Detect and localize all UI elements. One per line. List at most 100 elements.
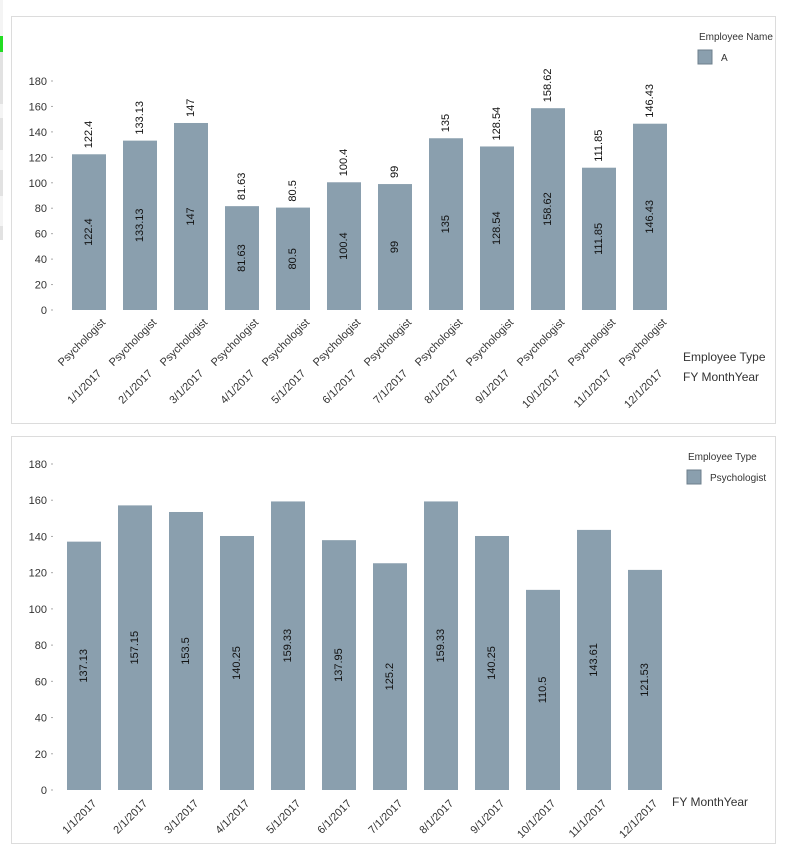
- x-axis-title: Employee Type: [683, 350, 766, 364]
- bar-value-label-inside: 159.33: [435, 629, 447, 663]
- bar-value-label-top: 133.13: [134, 101, 146, 135]
- bar-value-label-inside: 99: [389, 241, 401, 253]
- bar-value-label-inside: 133.13: [134, 208, 146, 242]
- x-category-label: 8/1/2017: [417, 798, 456, 837]
- x-category-label: 7/1/2017: [371, 368, 410, 407]
- y-tick-label: 160: [29, 495, 47, 507]
- bar-value-label-inside: 121.53: [639, 663, 651, 697]
- bar: [582, 167, 616, 310]
- bar-value-label-top: 81.63: [236, 173, 248, 201]
- x-subcategory-label: Psychologist: [515, 317, 567, 369]
- bar-value-label-inside: 137.95: [333, 648, 345, 682]
- y-tick-label: 100: [29, 604, 47, 616]
- x-subcategory-label: Psychologist: [260, 317, 312, 369]
- bar-value-label-inside: 140.25: [486, 646, 498, 680]
- bar-value-label-inside: 157.15: [129, 631, 141, 665]
- bar-value-label-inside: 158.62: [542, 192, 554, 226]
- bar: [633, 123, 667, 310]
- chart-panel-top[interactable]: 0 20 40 60 80 100 120 140 160 180 122.4 122.4 Psycho…: [11, 16, 776, 424]
- bar-value-label-inside: 135: [440, 215, 452, 233]
- y-tick-label: 40: [35, 254, 47, 266]
- bar-value-label-top: 111.85: [593, 130, 605, 162]
- x-category-label: 1/1/2017: [65, 368, 104, 407]
- bar: [225, 206, 259, 310]
- y-tick-label: 20: [35, 280, 47, 292]
- legend-swatch: [697, 49, 713, 65]
- bar-value-label-inside: 100.4: [338, 232, 350, 260]
- bar-value-label-top: 100.4: [338, 149, 350, 177]
- bar-value-label-top: 147: [185, 99, 197, 117]
- bar-value-label-top: 122.4: [83, 121, 95, 149]
- bar: [378, 184, 412, 310]
- x-subcategory-label: Psychologist: [362, 317, 414, 369]
- bar-value-label-inside: 147: [185, 207, 197, 225]
- x-category-label: 7/1/2017: [366, 798, 405, 837]
- legend-item-label: Psychologist: [710, 473, 766, 484]
- chart-panel-bottom[interactable]: 0 20 40 60 80 100 120 140 160 180 137.13 1/1/2017 15…: [11, 436, 776, 844]
- y-tick-label: 180: [29, 76, 47, 88]
- x-category-label: 9/1/2017: [473, 368, 512, 407]
- y-tick-label: 100: [29, 178, 47, 190]
- x-category-label: 10/1/2017: [520, 368, 563, 411]
- bar-value-label-inside: 146.43: [644, 200, 656, 234]
- x-category-label: 3/1/2017: [167, 368, 206, 407]
- x-subcategory-label: Psychologist: [209, 317, 261, 369]
- bar: [480, 146, 514, 310]
- bar-chart-bottom: 0 20 40 60 80 100 120 140 160 180 137.13 1/1/2017 15…: [29, 452, 767, 841]
- bar-value-label-inside: 110.5: [537, 677, 549, 704]
- bar: [271, 501, 305, 790]
- x-subcategory-label: Psychologist: [107, 317, 159, 369]
- y-tick-label: 120: [29, 568, 47, 580]
- x-category-label: 11/1/2017: [567, 798, 610, 841]
- bar: [373, 563, 407, 790]
- x-category-label: 1/1/2017: [60, 798, 99, 837]
- x-category-label: 3/1/2017: [162, 798, 201, 837]
- y-tick-label: 180: [29, 459, 47, 471]
- bar-value-label-top: 99: [389, 166, 401, 178]
- bar: [628, 569, 662, 790]
- y-tick-label: 120: [29, 152, 47, 164]
- bar: [169, 511, 203, 790]
- bar: [220, 535, 254, 790]
- bar: [322, 540, 356, 790]
- x-axis-title: FY MonthYear: [672, 795, 748, 809]
- x-subcategory-label: Psychologist: [158, 317, 210, 369]
- x-category-label: 9/1/2017: [468, 798, 507, 837]
- x-category-label: 6/1/2017: [315, 798, 354, 837]
- legend-item-label: A: [721, 53, 728, 64]
- x-category-label: 10/1/2017: [515, 798, 558, 841]
- x-subcategory-label: Psychologist: [566, 317, 618, 369]
- bar-value-label-inside: 153.5: [180, 637, 192, 665]
- x-category-label: 2/1/2017: [111, 798, 150, 837]
- left-edge-strip: [0, 0, 3, 240]
- bar-value-label-inside: 159.33: [282, 629, 294, 663]
- bar-value-label-top: 158.62: [542, 69, 554, 103]
- x-subcategory-label: Psychologist: [617, 317, 669, 369]
- x-axis-title: FY MonthYear: [683, 370, 759, 384]
- bar-value-label-inside: 80.5: [287, 248, 299, 269]
- legend-swatch: [686, 469, 702, 485]
- legend-title: Employee Name: [699, 32, 773, 43]
- y-tick-label: 0: [41, 305, 47, 317]
- y-tick-label: 0: [41, 785, 47, 797]
- x-category-label: 2/1/2017: [116, 368, 155, 407]
- bar-value-label-inside: 81.63: [236, 244, 248, 272]
- bar: [72, 154, 106, 310]
- bar-value-label-inside: 128.54: [491, 211, 503, 245]
- bar: [424, 501, 458, 790]
- y-tick-label: 40: [35, 713, 47, 725]
- x-category-label: 4/1/2017: [213, 798, 252, 837]
- bar-value-label-top: 80.5: [287, 180, 299, 201]
- bar-chart-top: 0 20 40 60 80 100 120 140 160 180 122.4 122.4 Psycho…: [29, 32, 774, 411]
- legend-title: Employee Type: [688, 452, 757, 463]
- x-category-label: 12/1/2017: [617, 798, 660, 841]
- y-tick-label: 160: [29, 101, 47, 113]
- y-tick-label: 80: [35, 640, 47, 652]
- y-tick-label: 60: [35, 676, 47, 688]
- y-tick-label: 80: [35, 203, 47, 215]
- bar-value-label-inside: 125.2: [384, 663, 396, 691]
- x-category-label: 5/1/2017: [269, 368, 308, 407]
- x-category-label: 4/1/2017: [218, 368, 257, 407]
- bar: [174, 122, 208, 310]
- y-tick-label: 60: [35, 229, 47, 241]
